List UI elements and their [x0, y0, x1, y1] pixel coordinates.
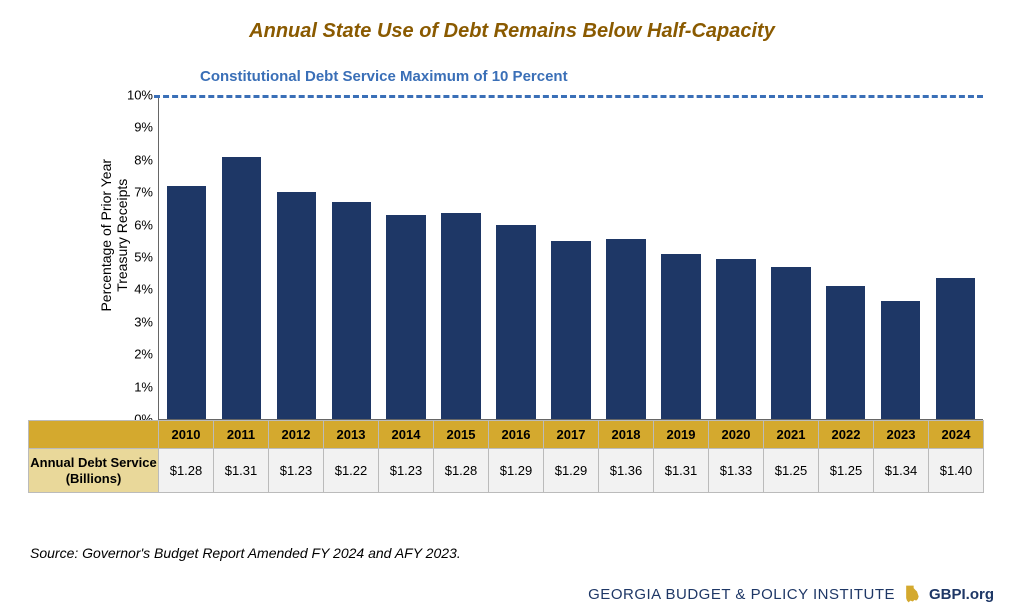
- table-data-cell: $1.34: [874, 449, 929, 493]
- table-data-cell: $1.23: [269, 449, 324, 493]
- footer-branding: GEORGIA BUDGET & POLICY INSTITUTE GBPI.o…: [588, 584, 994, 604]
- bar-slot: [763, 95, 818, 419]
- bar-slot: [324, 95, 379, 419]
- year-cell: 2018: [599, 421, 654, 449]
- year-cell: 2016: [489, 421, 544, 449]
- table-data-cell: $1.28: [159, 449, 214, 493]
- bar-slot: [928, 95, 983, 419]
- year-cell: 2024: [929, 421, 984, 449]
- bar: [881, 301, 921, 419]
- bar-slot: [379, 95, 434, 419]
- plot-area: 0%1%2%3%4%5%6%7%8%9%10%: [158, 95, 983, 420]
- y-tick-label: 6%: [134, 217, 159, 232]
- y-tick-label: 10%: [127, 88, 159, 103]
- y-tick-label: 8%: [134, 152, 159, 167]
- data-table: 2010201120122013201420152016201720182019…: [28, 420, 984, 493]
- table-data-cell: $1.40: [929, 449, 984, 493]
- y-axis-title: Percentage of Prior Year Treasury Receip…: [98, 121, 130, 349]
- bar-slot: [599, 95, 654, 419]
- year-cell: 2012: [269, 421, 324, 449]
- year-row-header-blank: [29, 421, 159, 449]
- year-cell: 2023: [874, 421, 929, 449]
- year-cell: 2021: [764, 421, 819, 449]
- bar: [167, 186, 207, 419]
- bar-slot: [214, 95, 269, 419]
- bar: [716, 259, 756, 419]
- bar: [386, 215, 426, 419]
- bar-slot: [818, 95, 873, 419]
- bar: [936, 278, 976, 419]
- bar: [826, 286, 866, 419]
- year-cell: 2020: [709, 421, 764, 449]
- table-data-cell: $1.36: [599, 449, 654, 493]
- y-tick-label: 4%: [134, 282, 159, 297]
- chart-area: Percentage of Prior Year Treasury Receip…: [0, 0, 1024, 616]
- bar: [606, 239, 646, 419]
- table-data-row: Annual Debt Service (Billions)$1.28$1.31…: [29, 449, 984, 493]
- table-data-cell: $1.22: [324, 449, 379, 493]
- table-data-cell: $1.31: [214, 449, 269, 493]
- year-cell: 2019: [654, 421, 709, 449]
- bar-slot: [434, 95, 489, 419]
- bar-slot: [269, 95, 324, 419]
- year-cell: 2015: [434, 421, 489, 449]
- org-url: GBPI.org: [929, 586, 994, 603]
- bar-slot: [544, 95, 599, 419]
- table-data-cell: $1.25: [819, 449, 874, 493]
- y-tick-label: 9%: [134, 120, 159, 135]
- bar: [222, 157, 262, 419]
- bar: [441, 213, 481, 419]
- bar-slot: [873, 95, 928, 419]
- y-tick-label: 7%: [134, 185, 159, 200]
- source-citation: Source: Governor's Budget Report Amended…: [30, 545, 461, 561]
- org-name: GEORGIA BUDGET & POLICY INSTITUTE: [588, 586, 895, 603]
- bar-slot: [159, 95, 214, 419]
- bar: [277, 192, 317, 419]
- y-tick-label: 5%: [134, 250, 159, 265]
- table-data-cell: $1.23: [379, 449, 434, 493]
- bars-group: [159, 95, 983, 419]
- table-row-header: Annual Debt Service (Billions): [29, 449, 159, 493]
- y-tick-label: 1%: [134, 379, 159, 394]
- y-tick-label: 2%: [134, 347, 159, 362]
- bar: [551, 241, 591, 419]
- year-cell: 2014: [379, 421, 434, 449]
- bar: [661, 254, 701, 419]
- table-data-cell: $1.33: [709, 449, 764, 493]
- year-cell: 2011: [214, 421, 269, 449]
- bar-slot: [489, 95, 544, 419]
- table-data-cell: $1.25: [764, 449, 819, 493]
- bar-slot: [708, 95, 763, 419]
- year-cell: 2017: [544, 421, 599, 449]
- year-cell: 2010: [159, 421, 214, 449]
- y-tick-label: 3%: [134, 314, 159, 329]
- year-cell: 2022: [819, 421, 874, 449]
- bar: [771, 267, 811, 419]
- bar-slot: [653, 95, 708, 419]
- table-year-row: 2010201120122013201420152016201720182019…: [29, 421, 984, 449]
- table-data-cell: $1.28: [434, 449, 489, 493]
- table-data-cell: $1.29: [489, 449, 544, 493]
- year-cell: 2013: [324, 421, 379, 449]
- chart-container: Annual State Use of Debt Remains Below H…: [0, 0, 1024, 616]
- table-data-cell: $1.29: [544, 449, 599, 493]
- table-data-cell: $1.31: [654, 449, 709, 493]
- georgia-state-icon: [903, 584, 921, 604]
- bar: [332, 202, 372, 419]
- bar: [496, 225, 536, 419]
